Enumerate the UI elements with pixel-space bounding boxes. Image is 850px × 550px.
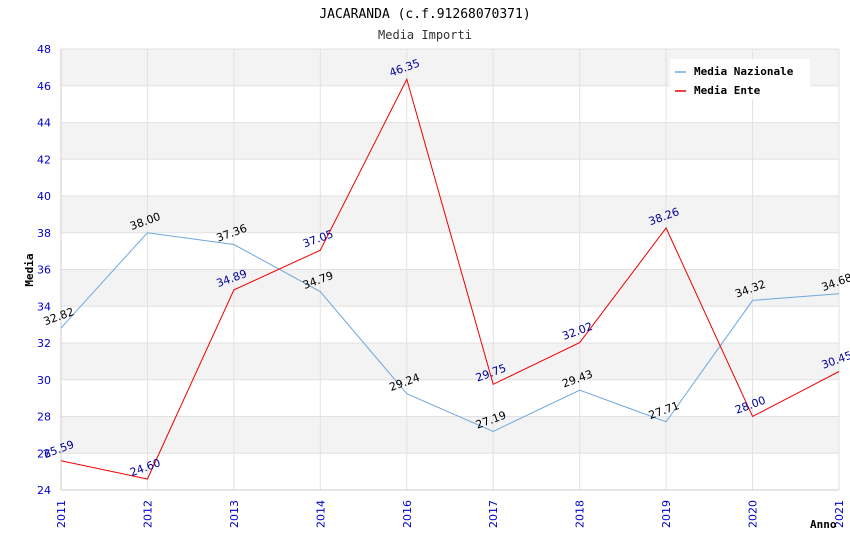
y-tick-label: 30 [37, 374, 51, 387]
legend-label-nazionale: Media Nazionale [694, 65, 794, 78]
y-tick-label: 44 [37, 117, 51, 130]
y-tick-label: 26 [37, 447, 51, 460]
legend-label-ente: Media Ente [694, 84, 761, 97]
grid-band [61, 269, 839, 307]
chart-title: JACARANDA (c.f.91268070371) [319, 7, 530, 22]
y-tick-label: 32 [37, 337, 51, 350]
y-axis-label: Media [23, 253, 36, 286]
x-axis-ticks: 2011 2012 2013 2014 2016 2017 2018 2019 2020 2021 [55, 500, 846, 528]
legend-box [670, 59, 810, 99]
grid-band [61, 159, 839, 196]
y-tick-label: 28 [37, 411, 51, 424]
y-axis-ticks: 24 26 28 30 32 34 36 38 40 42 44 46 48 [37, 43, 51, 497]
x-tick-label: 2020 [747, 500, 760, 528]
x-tick-label: 2021 [833, 500, 846, 528]
grid-band [61, 343, 839, 380]
series-line-nazionale [60, 232, 840, 432]
x-tick-label: 2012 [141, 500, 154, 528]
grid-band [61, 306, 839, 343]
series-lines [60, 77, 840, 480]
grid-band [61, 196, 839, 233]
x-axis-label: Anno [810, 518, 837, 531]
grid-band [61, 232, 839, 270]
y-tick-label: 36 [37, 264, 51, 277]
chart-subtitle: Media Importi [378, 28, 472, 42]
x-tick-label: 2011 [55, 500, 68, 528]
x-tick-label: 2016 [401, 500, 414, 528]
grid-band [61, 416, 839, 454]
legend: Media Nazionale Media Ente [670, 59, 810, 99]
x-tick-label: 2017 [487, 500, 500, 528]
grid-bands [61, 49, 839, 490]
grid-band [61, 122, 839, 160]
x-tick-label: 2014 [314, 500, 327, 528]
y-tick-label: 46 [37, 80, 51, 93]
grid-band [61, 453, 839, 490]
y-tick-label: 42 [37, 153, 51, 166]
grid-band [61, 379, 839, 417]
y-tick-label: 34 [37, 300, 51, 313]
y-tick-label: 38 [37, 227, 51, 240]
y-tick-label: 48 [37, 43, 51, 56]
y-tick-label: 24 [37, 484, 51, 497]
y-tick-label: 40 [37, 190, 51, 203]
x-tick-label: 2013 [228, 500, 241, 528]
grid-lines [60, 48, 840, 491]
x-tick-label: 2018 [574, 500, 587, 528]
x-tick-label: 2019 [660, 500, 673, 528]
series-line-ente [60, 77, 840, 480]
